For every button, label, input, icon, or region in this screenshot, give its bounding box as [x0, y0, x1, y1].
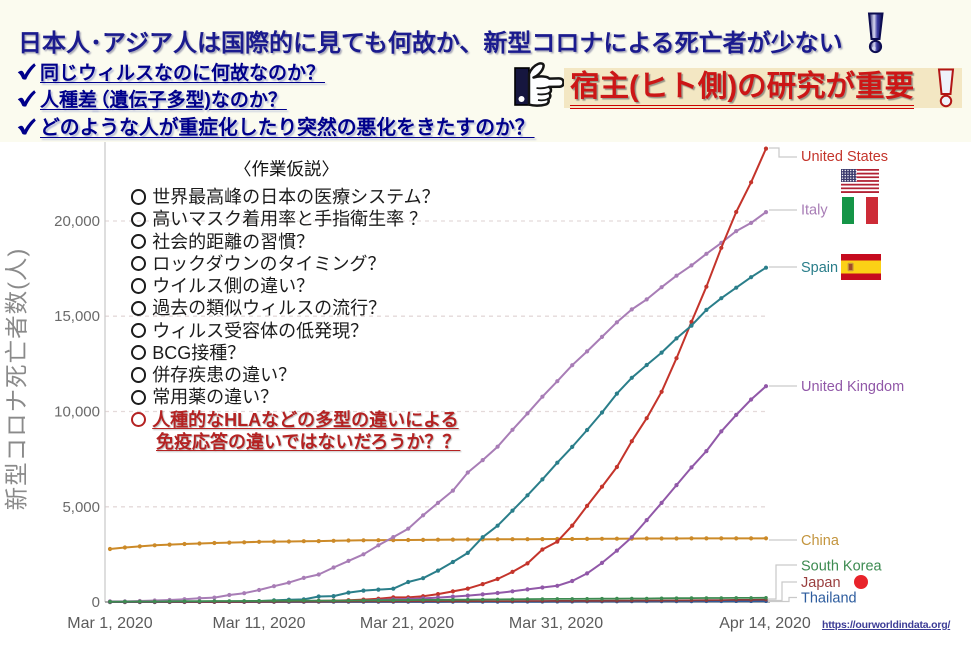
svg-text:0: 0 [92, 594, 100, 611]
svg-text:10,000: 10,000 [54, 404, 100, 421]
svg-text:Italy: Italy [801, 203, 828, 219]
svg-text:20,000: 20,000 [54, 213, 100, 230]
svg-text:Mar 31, 2020: Mar 31, 2020 [509, 615, 603, 632]
svg-text:South Korea: South Korea [801, 559, 883, 575]
svg-text:China: China [801, 533, 840, 549]
svg-text:United States: United States [801, 149, 888, 165]
svg-text:Thailand: Thailand [801, 591, 857, 607]
svg-text:Mar 1, 2020: Mar 1, 2020 [67, 615, 152, 632]
svg-text:Japan: Japan [801, 575, 841, 591]
svg-text:5,000: 5,000 [62, 499, 100, 516]
svg-text:Spain: Spain [801, 260, 838, 276]
svg-text:Mar 21, 2020: Mar 21, 2020 [360, 615, 454, 632]
svg-text:United Kingdom: United Kingdom [801, 379, 904, 395]
svg-text:Apr 14, 2020: Apr 14, 2020 [719, 615, 811, 632]
svg-text:Mar 11, 2020: Mar 11, 2020 [212, 615, 305, 632]
svg-text:15,000: 15,000 [54, 308, 100, 325]
